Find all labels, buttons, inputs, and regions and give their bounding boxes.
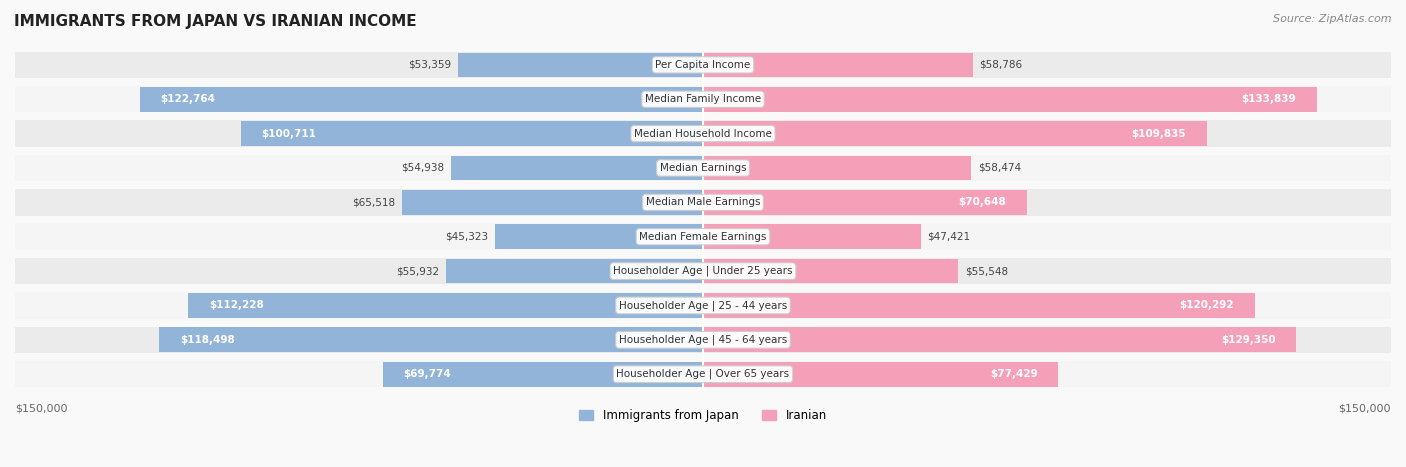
Text: $100,711: $100,711: [262, 128, 316, 139]
Bar: [15, 326, 1391, 353]
Text: $58,474: $58,474: [979, 163, 1021, 173]
Bar: [15, 120, 1391, 147]
Text: Householder Age | 45 - 64 years: Householder Age | 45 - 64 years: [619, 334, 787, 345]
Text: Source: ZipAtlas.com: Source: ZipAtlas.com: [1274, 14, 1392, 24]
Bar: [15, 86, 1391, 113]
Bar: [159, 327, 703, 352]
Bar: [451, 156, 703, 180]
Text: $69,774: $69,774: [404, 369, 451, 379]
Text: $118,498: $118,498: [180, 335, 235, 345]
Text: $45,323: $45,323: [446, 232, 488, 242]
Text: Median Family Income: Median Family Income: [645, 94, 761, 104]
Text: $122,764: $122,764: [160, 94, 215, 104]
Bar: [15, 155, 1391, 181]
Bar: [15, 361, 1391, 388]
Text: $54,938: $54,938: [401, 163, 444, 173]
Bar: [703, 52, 973, 77]
Bar: [703, 190, 1026, 215]
Text: $150,000: $150,000: [1339, 403, 1391, 413]
Bar: [447, 259, 703, 283]
Bar: [188, 293, 703, 318]
Text: IMMIGRANTS FROM JAPAN VS IRANIAN INCOME: IMMIGRANTS FROM JAPAN VS IRANIAN INCOME: [14, 14, 416, 29]
Text: $109,835: $109,835: [1132, 128, 1187, 139]
Bar: [703, 87, 1317, 112]
Text: $150,000: $150,000: [15, 403, 67, 413]
Bar: [15, 258, 1391, 284]
Bar: [141, 87, 703, 112]
Text: $53,359: $53,359: [408, 60, 451, 70]
Text: Median Earnings: Median Earnings: [659, 163, 747, 173]
Text: Per Capita Income: Per Capita Income: [655, 60, 751, 70]
Bar: [458, 52, 703, 77]
Text: $120,292: $120,292: [1180, 300, 1234, 311]
Text: $112,228: $112,228: [209, 300, 264, 311]
Bar: [703, 327, 1296, 352]
Text: $47,421: $47,421: [928, 232, 970, 242]
Text: Median Household Income: Median Household Income: [634, 128, 772, 139]
Bar: [15, 52, 1391, 78]
Bar: [495, 224, 703, 249]
Text: $133,839: $133,839: [1241, 94, 1296, 104]
Bar: [703, 121, 1206, 146]
Bar: [240, 121, 703, 146]
Text: Median Male Earnings: Median Male Earnings: [645, 198, 761, 207]
Bar: [703, 156, 972, 180]
Text: Householder Age | 25 - 44 years: Householder Age | 25 - 44 years: [619, 300, 787, 311]
Bar: [402, 190, 703, 215]
Bar: [703, 259, 957, 283]
Text: $70,648: $70,648: [959, 198, 1007, 207]
Text: $77,429: $77,429: [990, 369, 1038, 379]
Text: Householder Age | Over 65 years: Householder Age | Over 65 years: [616, 369, 790, 380]
Text: $129,350: $129,350: [1220, 335, 1275, 345]
Bar: [15, 224, 1391, 250]
Bar: [382, 362, 703, 387]
Bar: [703, 293, 1254, 318]
Bar: [703, 224, 921, 249]
Bar: [15, 292, 1391, 318]
Text: $55,548: $55,548: [965, 266, 1008, 276]
Bar: [703, 362, 1059, 387]
Bar: [15, 189, 1391, 216]
Legend: Immigrants from Japan, Iranian: Immigrants from Japan, Iranian: [575, 404, 831, 427]
Text: $55,932: $55,932: [396, 266, 440, 276]
Text: $65,518: $65,518: [353, 198, 395, 207]
Text: $58,786: $58,786: [980, 60, 1022, 70]
Text: Median Female Earnings: Median Female Earnings: [640, 232, 766, 242]
Text: Householder Age | Under 25 years: Householder Age | Under 25 years: [613, 266, 793, 276]
